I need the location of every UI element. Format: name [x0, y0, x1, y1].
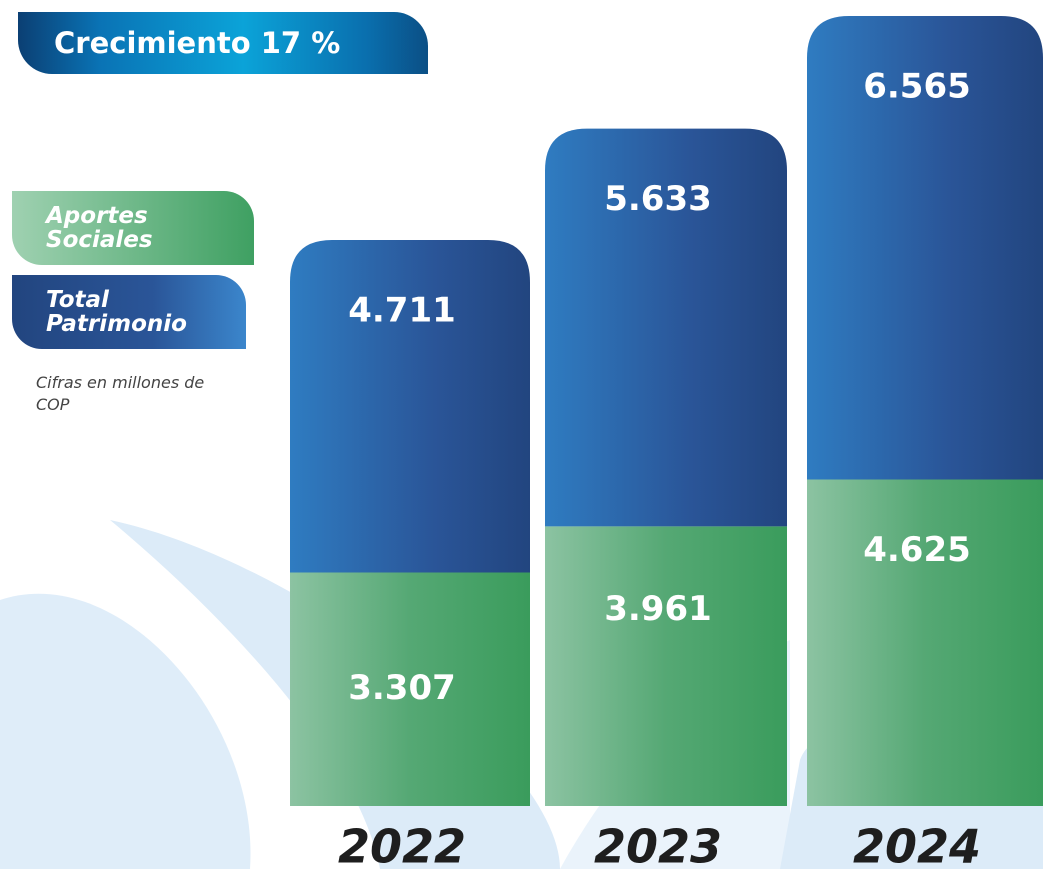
chart-title: Crecimiento 17 %: [18, 12, 428, 74]
legend-entry: Total Patrimonio: [12, 275, 246, 349]
x-tick-label: 2024: [853, 820, 981, 869]
x-tick-label: 2022: [338, 820, 466, 869]
legend-entry: Aportes Sociales: [12, 191, 254, 265]
bar: [290, 572, 530, 806]
bar: [290, 239, 530, 573]
bar: [807, 16, 1043, 480]
value-label: 4.625: [863, 530, 971, 570]
value-label: 4.711: [348, 290, 456, 330]
value-label: 6.565: [863, 67, 971, 107]
bar: [807, 479, 1043, 806]
bar: [545, 128, 787, 527]
value-label: 5.633: [604, 179, 712, 219]
bar: [545, 526, 787, 806]
value-label: 3.307: [348, 668, 456, 708]
bars: 3.307 4.711 2022 3.961 5.633 2023 4.625 6.565 20…: [290, 16, 1043, 869]
subtitle: Cifras en millones de COP: [36, 373, 205, 414]
x-tick-label: 2023: [594, 820, 722, 869]
value-label: 3.961: [604, 589, 712, 629]
